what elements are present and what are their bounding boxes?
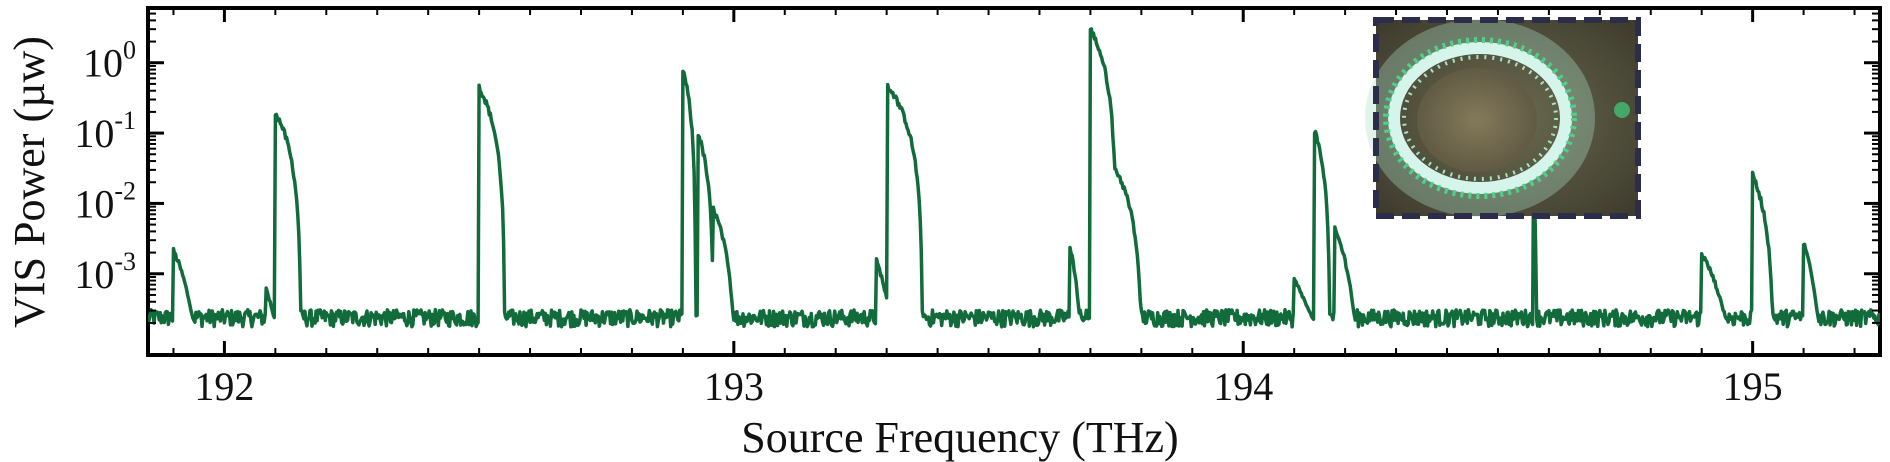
- y-tick-label: 10-1: [74, 106, 136, 156]
- y-tick-label: 100: [83, 36, 136, 86]
- ring-resonator-glow: [1388, 42, 1572, 194]
- inset-border: [1373, 17, 1641, 219]
- y-tick-label: 10-3: [74, 247, 136, 297]
- y-tick-exponent: -1: [114, 106, 136, 135]
- y-tick-exponent: 0: [123, 36, 136, 65]
- y-tick-label: 10-2: [74, 176, 136, 226]
- x-axis-ticks: 192 193 194 195: [172, 8, 1856, 409]
- y-tick-exponent: -3: [114, 247, 136, 276]
- x-tick-label: 192: [194, 364, 254, 409]
- x-tick-label: 195: [1723, 364, 1783, 409]
- inset-image: [1365, 17, 1641, 219]
- x-tick-label: 193: [704, 364, 764, 409]
- y-tick-base: 10: [83, 41, 123, 86]
- y-tick-exponent: -2: [114, 176, 136, 205]
- x-tick-label: 194: [1213, 364, 1273, 409]
- y-tick-base: 10: [74, 181, 114, 226]
- y-tick-base: 10: [74, 111, 114, 156]
- series-line: [148, 27, 1880, 329]
- x-axis-title: Source Frequency (THz): [741, 413, 1178, 462]
- y-axis-title: VIS Power (µw): [5, 36, 54, 328]
- y-tick-base: 10: [74, 252, 114, 297]
